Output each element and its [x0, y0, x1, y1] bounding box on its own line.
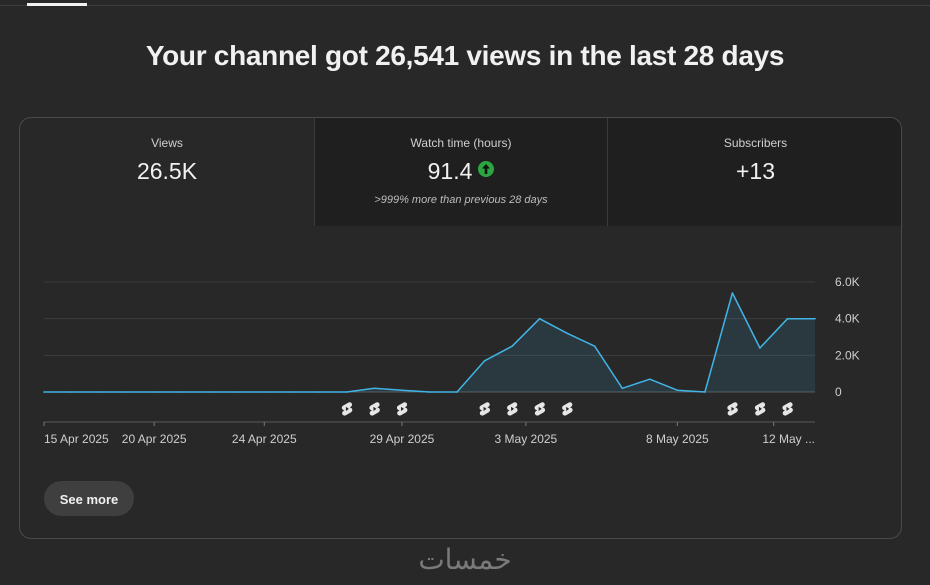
y-tick-label: 2.0K — [835, 348, 860, 362]
data-point — [538, 317, 541, 320]
metric-label: Subscribers — [723, 136, 788, 150]
data-point — [759, 347, 761, 349]
shorts-icon[interactable] — [534, 402, 546, 416]
metric-value: 91.4 — [315, 158, 607, 185]
shorts-icon[interactable] — [562, 402, 573, 416]
data-point — [511, 345, 513, 347]
views-series-line — [44, 292, 815, 393]
data-point — [593, 345, 596, 347]
metric-value-text: 91.4 — [427, 158, 473, 184]
metric-label: Watch time (hours) — [410, 136, 512, 150]
shorts-icon[interactable] — [727, 402, 738, 416]
analytics-card: Views 26.5K Watch time (hours) 91.4 >999… — [19, 117, 902, 539]
metric-value: 26.5K — [20, 158, 314, 185]
x-tick-label: 8 May 2025 — [646, 432, 709, 446]
data-point — [43, 391, 45, 393]
shorts-icon[interactable] — [396, 402, 408, 416]
y-tick-label: 4.0K — [835, 312, 860, 326]
data-point — [731, 292, 734, 294]
data-point — [235, 391, 238, 393]
data-point — [291, 391, 293, 393]
page-title: Your channel got 26,541 views in the las… — [145, 40, 785, 71]
x-tick-label: 15 Apr 2025 — [44, 432, 109, 446]
metric-value: +13 — [608, 158, 901, 185]
data-point — [428, 391, 431, 393]
x-tick-label: 24 Apr 2025 — [232, 432, 297, 446]
y-tick-label: 0 — [835, 385, 842, 399]
data-point — [373, 387, 376, 390]
x-tick-label: 12 May ... — [762, 432, 815, 446]
shorts-icon[interactable] — [369, 402, 380, 416]
data-point — [180, 391, 183, 393]
y-tick-label: 6.0K — [835, 275, 860, 289]
data-point — [208, 391, 211, 393]
shorts-icon[interactable] — [754, 402, 766, 416]
data-point — [346, 391, 348, 393]
shorts-icon[interactable] — [341, 402, 353, 416]
metric-tab-subscribers[interactable]: Subscribers +13 — [608, 118, 901, 226]
data-point — [98, 391, 100, 393]
active-tab-indicator — [27, 3, 87, 6]
data-point — [786, 317, 789, 320]
metric-label: Views — [151, 136, 183, 150]
data-point — [704, 391, 706, 393]
data-point — [676, 389, 679, 391]
metric-comparison-note: >999% more than previous 28 days — [374, 194, 548, 206]
x-tick-label: 20 Apr 2025 — [122, 432, 187, 446]
metric-tabs: Views 26.5K Watch time (hours) 91.4 >999… — [20, 118, 901, 226]
tab-bar-divider — [0, 5, 930, 6]
data-point — [125, 391, 128, 393]
data-point — [566, 332, 568, 335]
data-point — [456, 391, 458, 393]
data-point — [814, 317, 816, 320]
metric-tab-watch-time[interactable]: Watch time (hours) 91.4 >999% more than … — [314, 118, 608, 226]
shorts-icon[interactable] — [507, 402, 518, 416]
data-point — [401, 389, 403, 391]
data-point — [318, 391, 321, 393]
x-tick-label: 29 Apr 2025 — [370, 432, 435, 446]
data-point — [263, 391, 266, 393]
data-point — [648, 378, 651, 380]
views-chart: 0 2.0K 4.0K 6.0K 15 Apr 2025 20 Apr 2025 24 Ap… — [43, 275, 860, 446]
data-point — [153, 391, 155, 393]
watermark-logo: خمسات — [418, 543, 512, 576]
views-area-fill — [44, 293, 815, 392]
arrow-up-icon — [478, 161, 495, 177]
see-more-button[interactable]: See more — [44, 481, 134, 516]
metric-value-text: +13 — [735, 158, 775, 184]
data-point — [621, 387, 624, 390]
data-point — [70, 391, 73, 393]
x-tick-label: 3 May 2025 — [495, 432, 558, 446]
shorts-icon[interactable] — [782, 402, 793, 416]
metric-value-text: 26.5K — [136, 158, 198, 184]
metric-tab-views[interactable]: Views 26.5K — [20, 118, 314, 226]
shorts-icon[interactable] — [479, 402, 491, 416]
data-point — [483, 360, 486, 362]
